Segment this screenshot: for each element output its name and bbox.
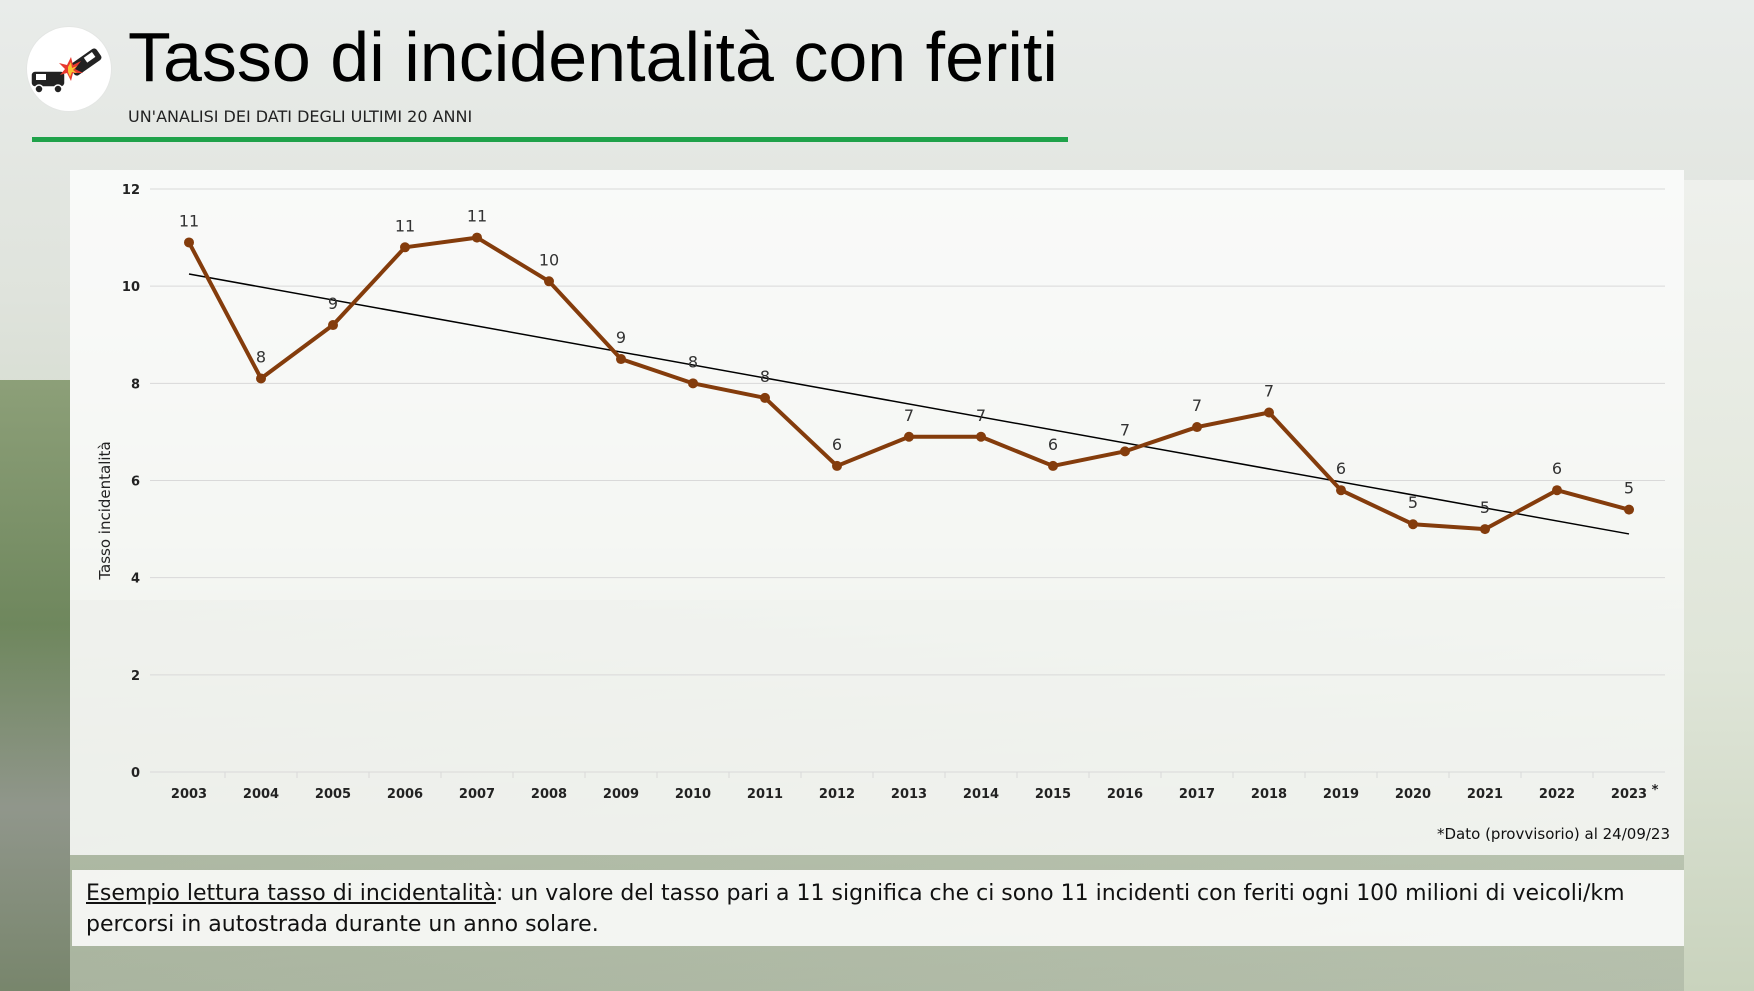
y-tick-label: 6: [131, 475, 140, 490]
x-tick-label: 2007: [459, 787, 495, 802]
data-label: 5: [1480, 498, 1490, 517]
chart-panel: 0 2 4 6 8 10 12 2003 2004 2005 2006 2007 2008 2009 201…: [70, 170, 1684, 855]
x-tick-label: 2021: [1467, 787, 1503, 802]
data-point: [472, 232, 482, 243]
data-point: [1120, 446, 1130, 457]
page-title: Tasso di incidentalità con feriti: [128, 18, 1058, 96]
data-point: [1192, 422, 1202, 433]
data-point: [400, 242, 410, 253]
data-point: [976, 431, 986, 442]
explanation-box: Esempio lettura tasso di incidentalità: …: [72, 870, 1684, 946]
y-tick-label: 12: [122, 183, 140, 198]
x-tick-label: 2010: [675, 787, 711, 802]
x-tick-label: 2017: [1179, 787, 1215, 802]
y-axis-label: Tasso incidentalità: [96, 441, 114, 580]
x-tick-label: 2016: [1107, 787, 1143, 802]
data-point: [1408, 519, 1418, 530]
car-crash-icon-graphic: [30, 46, 103, 94]
data-label: 8: [760, 367, 770, 386]
y-tick-label: 2: [131, 669, 140, 684]
x-tick-label: 2009: [603, 787, 639, 802]
explanation-text: : un valore del tasso pari a 11 signific…: [86, 881, 1625, 937]
data-label: 11: [467, 207, 487, 226]
y-tick-label: 4: [131, 572, 140, 587]
y-tick-label: 8: [131, 377, 140, 392]
explanation-lead: Esempio lettura tasso di incidentalità: [86, 881, 496, 906]
data-label: 5: [1624, 479, 1634, 498]
data-label: 6: [832, 435, 842, 454]
data-point: [688, 378, 698, 389]
y-tick-label: 10: [122, 280, 140, 295]
data-label: 7: [976, 406, 986, 425]
page-subtitle: UN'ANALISI DEI DATI DEGLI ULTIMI 20 ANNI: [128, 107, 473, 126]
data-label: 6: [1336, 459, 1346, 478]
data-label: 11: [179, 211, 199, 230]
data-label: 11: [395, 216, 415, 235]
data-point: [544, 276, 554, 287]
x-tick-label: 2012: [819, 787, 855, 802]
background-landscape-right: [1684, 180, 1754, 991]
data-label: 7: [904, 406, 914, 425]
data-label: 7: [1120, 420, 1130, 439]
footnote: *Dato (provvisorio) al 24/09/23: [1437, 825, 1670, 843]
x-tick-label: 2004: [243, 787, 279, 802]
x-tick-label: 2015: [1035, 787, 1071, 802]
data-label: 5: [1408, 493, 1418, 512]
x-tick-label: 2006: [387, 787, 423, 802]
line-chart: 0 2 4 6 8 10 12 2003 2004 2005 2006 2007 2008 2009 201…: [96, 183, 1665, 802]
x-tick-label: 2008: [531, 787, 567, 802]
background-landscape-left: [0, 380, 70, 991]
x-tick-label: 2020: [1395, 787, 1431, 802]
x-tick-asterisk: *: [1652, 783, 1659, 798]
data-label: 9: [328, 294, 338, 313]
data-point: [1480, 524, 1490, 535]
data-point: [1624, 504, 1634, 515]
data-point: [328, 320, 338, 331]
data-label: 7: [1192, 396, 1202, 415]
x-tick-label: 2013: [891, 787, 927, 802]
data-label: 8: [256, 347, 266, 366]
x-tick-label: 2022: [1539, 787, 1575, 802]
x-tick-label: 2003: [171, 787, 207, 802]
data-label: 7: [1264, 381, 1274, 400]
data-point: [1336, 485, 1346, 496]
trend-line: [188, 273, 1630, 535]
x-tick-label: 2023: [1611, 787, 1647, 802]
data-point: [1048, 460, 1058, 471]
data-point: [904, 431, 914, 442]
x-tick-label: 2018: [1251, 787, 1287, 802]
data-label: 6: [1048, 435, 1058, 454]
title-divider: [32, 137, 1068, 142]
x-tick-label: 2005: [315, 787, 351, 802]
x-tick-label: 2011: [747, 787, 783, 802]
data-point: [1552, 485, 1562, 496]
data-label: 8: [688, 352, 698, 371]
data-point: [256, 373, 266, 384]
data-point: [832, 460, 842, 471]
data-point: [760, 392, 770, 403]
x-tick-label: 2014: [963, 787, 999, 802]
header: Tasso di incidentalità con feriti UN'ANA…: [0, 0, 1754, 160]
data-point: [184, 237, 194, 248]
data-label: 9: [616, 328, 626, 347]
y-tick-label: 0: [131, 766, 140, 781]
data-point: [1264, 407, 1274, 418]
data-label: 6: [1552, 459, 1562, 478]
car-crash-icon: [27, 27, 111, 111]
data-point: [616, 354, 626, 365]
x-tick-label: 2019: [1323, 787, 1359, 802]
data-label: 10: [539, 250, 559, 269]
